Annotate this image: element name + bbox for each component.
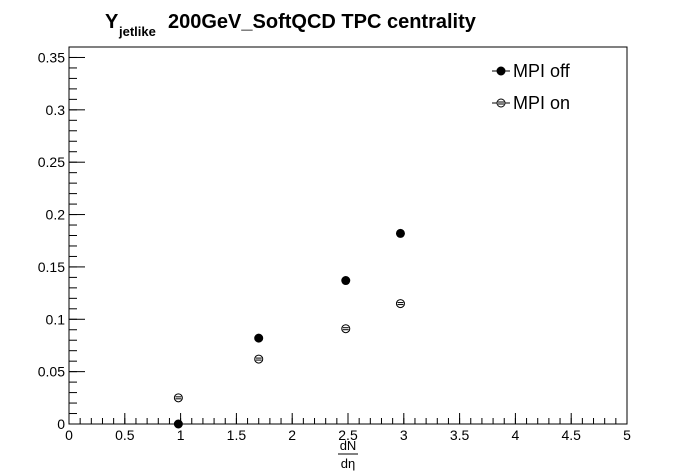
data-point xyxy=(173,393,183,403)
legend-entry: MPI on xyxy=(492,93,570,113)
y-tick-label: 0.05 xyxy=(38,364,65,380)
title-subscript: jetlike xyxy=(118,24,156,39)
x-tick-label: 2 xyxy=(288,427,296,443)
x-tick-label: 5 xyxy=(623,427,631,443)
y-tick-label: 0.35 xyxy=(38,49,65,65)
x-axis-label: dN dη xyxy=(338,438,358,471)
data-point xyxy=(254,333,264,343)
x-tick-label: 2.5 xyxy=(338,427,358,443)
data-point xyxy=(341,276,351,286)
data-point xyxy=(395,299,405,309)
x-tick-label: 3.5 xyxy=(450,427,470,443)
title-text: 200GeV_SoftQCD TPC centrality xyxy=(168,11,477,33)
legend-entry: MPI off xyxy=(492,61,571,81)
data-point xyxy=(341,324,351,334)
x-axis: 0 0.5 1 1.5 2 2.5 3 3.5 4 4.5 5 xyxy=(65,413,631,443)
chart-title: Y jetlike 200GeV_SoftQCD TPC centrality xyxy=(105,11,477,39)
data-point xyxy=(395,228,405,238)
y-tick-label: 0.2 xyxy=(46,207,66,223)
y-tick-label: 0 xyxy=(57,416,65,432)
legend-label: MPI on xyxy=(513,93,570,113)
y-tick-label: 0.1 xyxy=(46,311,66,327)
y-tick-label: 0.3 xyxy=(46,102,66,118)
data-point xyxy=(173,419,183,429)
series-mpi-on xyxy=(173,299,405,403)
x-axis-label-numerator: dN xyxy=(340,438,357,453)
x-tick-label: 1.5 xyxy=(227,427,247,443)
y-axis: 0 0.05 0.1 0.15 0.2 0.25 0.3 0.35 xyxy=(38,46,85,432)
x-tick-label: 0 xyxy=(65,427,73,443)
series-mpi-off xyxy=(173,228,405,429)
x-tick-label: 1 xyxy=(177,427,185,443)
legend-marker xyxy=(496,66,506,76)
legend-label: MPI off xyxy=(513,61,571,81)
x-tick-label: 4 xyxy=(512,427,520,443)
legend-marker xyxy=(496,98,506,108)
data-points xyxy=(173,228,405,429)
legend: MPI off MPI on xyxy=(492,61,571,113)
x-tick-label: 0.5 xyxy=(115,427,135,443)
x-tick-label: 3 xyxy=(400,427,408,443)
y-tick-label: 0.25 xyxy=(38,154,65,170)
data-point xyxy=(254,354,264,364)
title-symbol: Y xyxy=(105,11,119,33)
x-tick-label: 4.5 xyxy=(561,427,581,443)
y-tick-label: 0.15 xyxy=(38,259,65,275)
x-axis-label-denominator: dη xyxy=(341,456,355,471)
